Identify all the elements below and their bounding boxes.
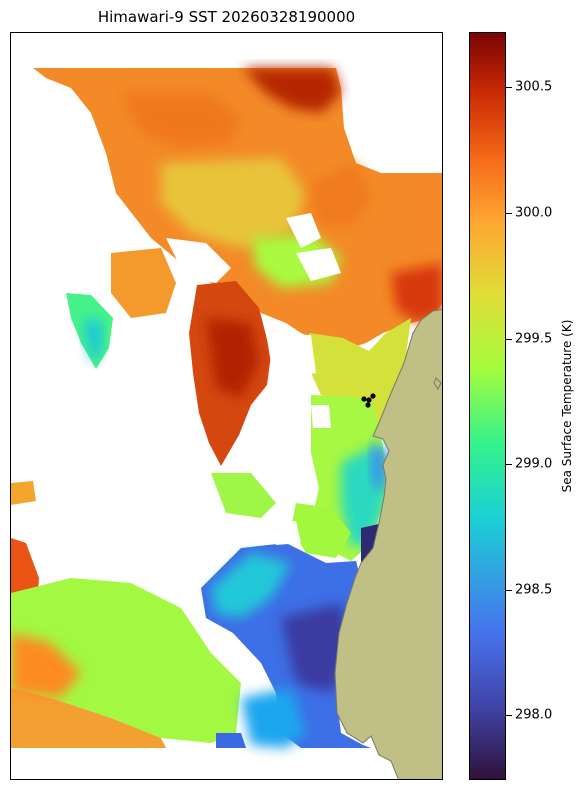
marker <box>361 396 367 402</box>
colorbar-tick <box>506 464 512 465</box>
observation-markers <box>361 393 376 408</box>
colorbar-tick-label: 298.5 <box>515 582 553 598</box>
colorbar-tick-label: 300.0 <box>515 205 553 221</box>
colorbar-label: Sea Surface Temperature (K) <box>560 319 574 493</box>
colorbar-tick-label: 298.0 <box>515 707 553 723</box>
colorbar-tick-label: 299.0 <box>515 456 553 472</box>
colorbar-tick <box>506 87 512 88</box>
colorbar-tick <box>506 213 512 214</box>
marker <box>370 393 376 399</box>
sst-map <box>10 32 443 780</box>
marker <box>365 402 371 408</box>
colorbar-tick-label: 299.5 <box>515 331 553 347</box>
colorbar <box>469 32 506 780</box>
colorbar-tick-label: 300.5 <box>515 79 553 95</box>
small-island <box>433 377 442 390</box>
marker <box>366 397 372 403</box>
colorbar-tick <box>506 715 512 716</box>
sst-field <box>11 68 442 748</box>
land-mass <box>334 308 442 779</box>
map-title: Himawari-9 SST 20260328190000 <box>97 8 356 26</box>
no-data-gaps <box>166 213 341 545</box>
colorbar-tick <box>506 339 512 340</box>
colorbar-tick <box>506 590 512 591</box>
